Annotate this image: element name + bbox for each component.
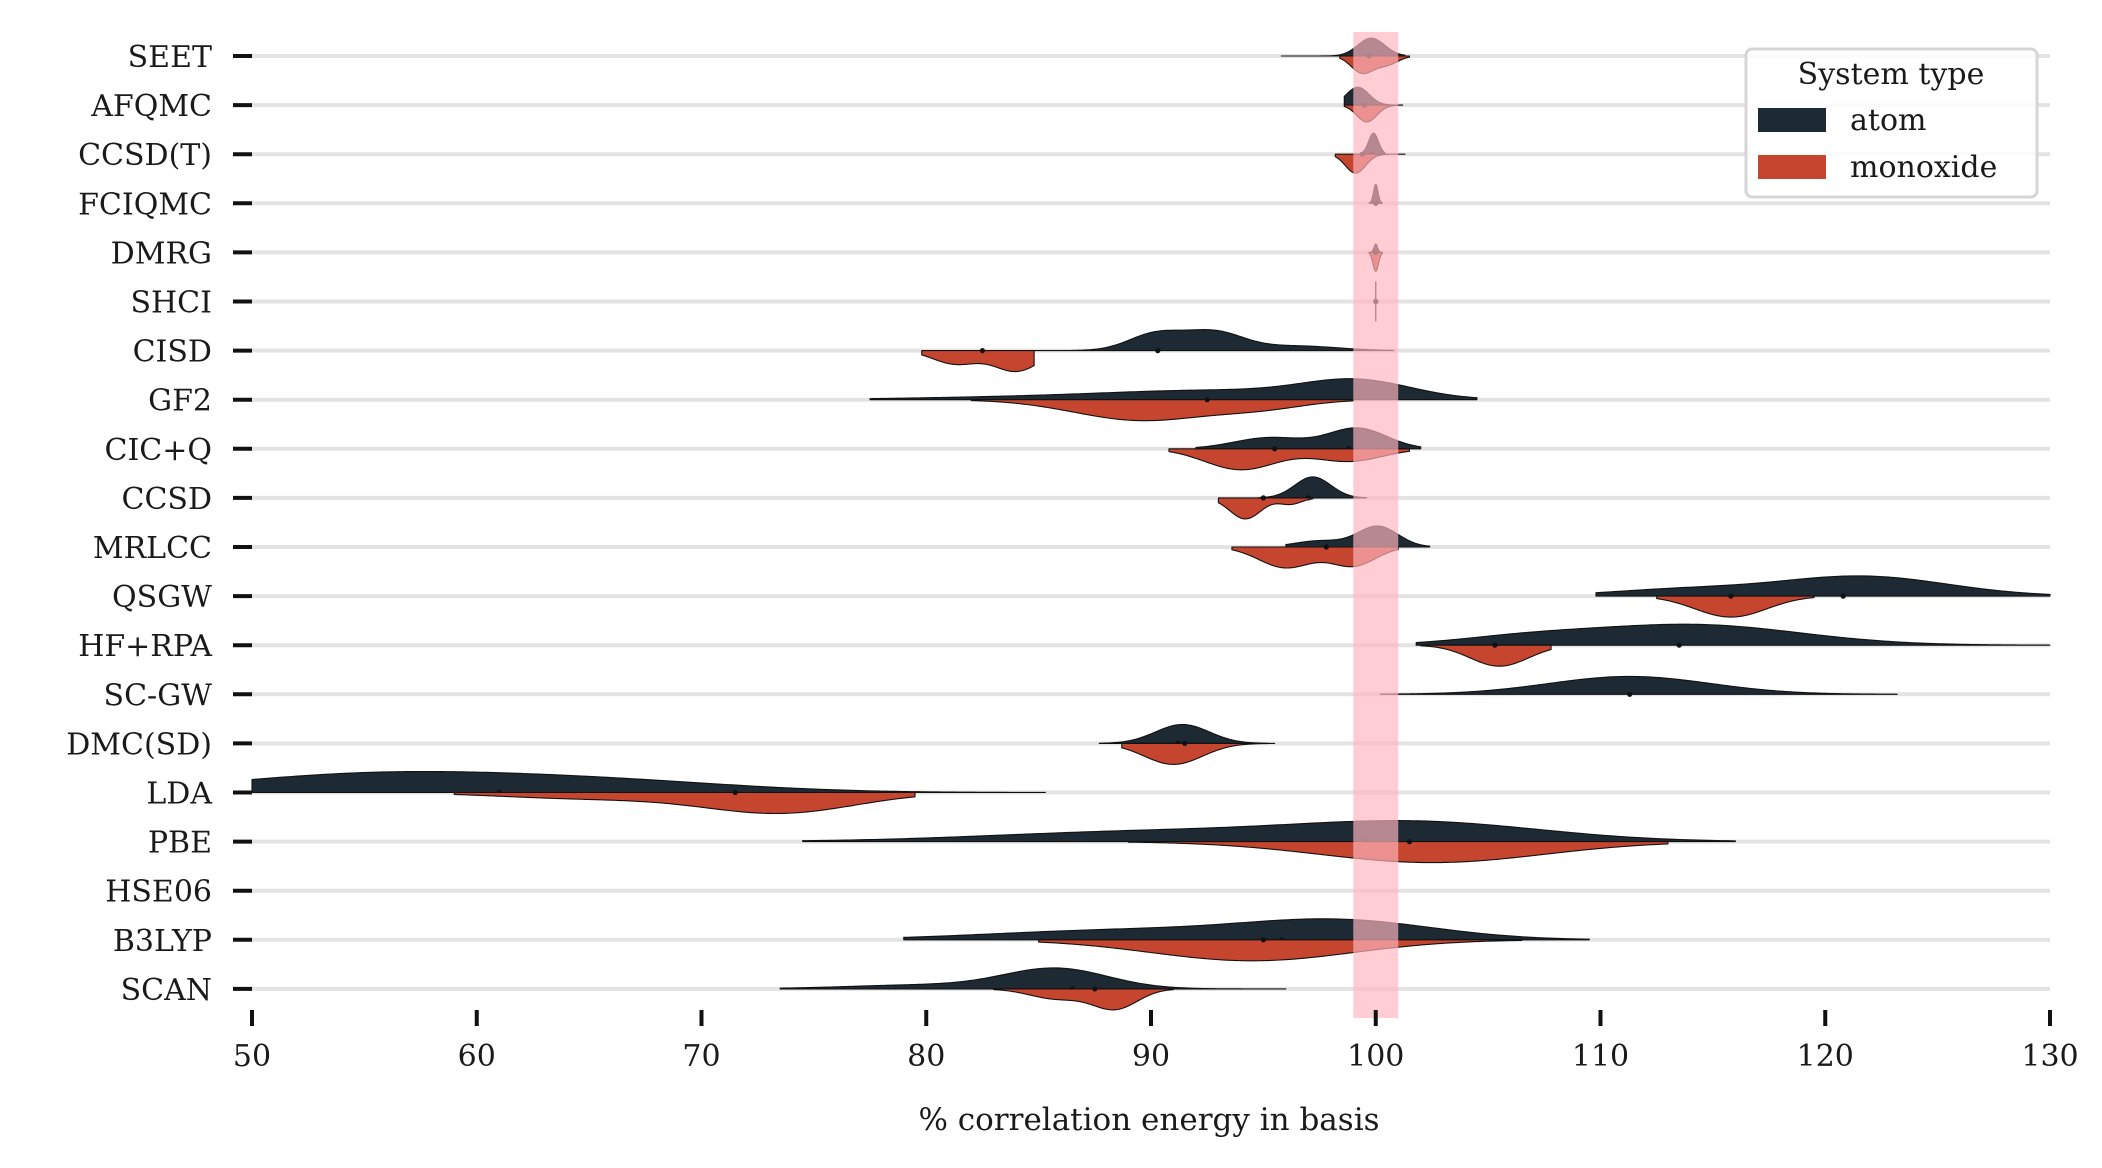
x-tick-label-130: 130 [2021,1039,2078,1074]
reference-band-layer [1353,32,1399,1018]
median-monoxide-cisd [979,348,986,354]
median-monoxide-b3lyp [1260,937,1266,943]
y-tick-label-cic-q: CIC+Q [105,433,213,468]
median-monoxide-lda [732,789,738,796]
median-monoxide-dmc-sd [1182,740,1188,747]
violin-monoxide-dmc-sd [1121,742,1276,765]
y-tick-label-ccsd: CCSD [121,482,212,517]
y-tick-label-b3lyp: B3LYP [113,924,212,959]
violin-atom-scan [779,967,1287,990]
violin-atom-ccsd [1258,476,1368,499]
median-atom-cisd [1155,348,1161,354]
y-tick-label-cisd: CISD [133,335,212,370]
legend-swatch-atom [1758,108,1826,132]
violin-monoxide-pbe [1127,841,1669,864]
violin-atom-lda [251,770,1046,794]
violin-monoxide-ccsd [1217,497,1314,520]
violin-monoxide-scan [993,988,1175,1011]
median-monoxide-mrlcc [1323,544,1329,550]
y-tick-label-dmc-sd: DMC(SD) [66,727,212,762]
violin-atom-hf-rpa [1415,623,2051,646]
median-atom-sc-gw [1627,691,1633,697]
legend: System type atom monoxide [1744,47,2039,199]
legend-title: System type [1798,57,1985,92]
median-monoxide-qsgw [1728,593,1734,599]
violin-atom-qsgw [1595,575,2051,597]
x-tick-label-60: 60 [458,1039,496,1074]
y-tick-label-ccsd-t: CCSD(T) [78,138,212,173]
violin-atom-pbe [802,820,1736,843]
y-tick-label-hf-rpa: HF+RPA [78,629,212,664]
reference-band [1353,32,1399,1018]
median-monoxide-cic-q [1272,446,1278,452]
y-axis: SEET AFQMC CCSD(T) FCIQMC DMRG SHCI CISD GF2 CIC… [66,40,252,1008]
violin-monoxide-b3lyp [1038,939,1523,962]
median-monoxide-scan [1092,986,1098,992]
median-atom-qsgw [1840,593,1846,599]
violin-atom-dmc-sd [1098,723,1269,744]
y-tick-label-mrlcc: MRLCC [93,531,212,566]
y-tick-label-afqmc: AFQMC [90,89,212,124]
x-tick-label-70: 70 [682,1039,720,1074]
x-tick-label-110: 110 [1572,1039,1629,1074]
violin-monoxide-qsgw [1656,595,1815,618]
violin-monoxide-gf2 [970,399,1354,422]
violin-atom-b3lyp [903,918,1590,941]
y-tick-label-qsgw: QSGW [112,580,212,615]
y-tick-label-scan: SCAN [121,973,212,1008]
violin-atom-cisd [1033,329,1395,352]
x-axis: 50 60 70 80 90 100 110 120 130 [233,1010,2079,1074]
y-tick-label-hse06: HSE06 [105,875,212,910]
median-monoxide-gf2 [1204,397,1210,403]
median-atom-hf-rpa [1676,642,1682,648]
median-monoxide-hf-rpa [1492,642,1498,648]
legend-entry-monoxide: monoxide [1850,150,1997,185]
x-axis-label: % correlation energy in basis [918,1102,1379,1138]
violin-monoxide-hf-rpa [1420,644,1552,667]
violin-atom-sc-gw [1379,675,1898,695]
x-tick-label-50: 50 [233,1039,271,1074]
y-tick-label-sc-gw: SC-GW [104,678,213,713]
median-monoxide-pbe [1406,839,1413,845]
violin-monoxide-cisd [921,350,1035,373]
violin-plots [251,37,2051,1011]
y-tick-label-shci: SHCI [130,286,212,321]
y-tick-label-pbe: PBE [148,826,212,861]
x-tick-label-100: 100 [1347,1039,1404,1074]
y-tick-label-dmrg: DMRG [111,236,212,271]
y-tick-label-seet: SEET [128,40,212,75]
legend-swatch-monoxide [1758,155,1826,179]
y-tick-label-gf2: GF2 [148,384,212,419]
legend-entry-atom: atom [1850,103,1926,138]
median-monoxide-ccsd [1260,495,1266,501]
x-tick-label-120: 120 [1797,1039,1854,1074]
x-tick-label-80: 80 [907,1039,945,1074]
y-tick-label-fciqmc: FCIQMC [78,187,212,222]
violin-monoxide-lda [453,791,916,815]
y-tick-label-lda: LDA [146,777,212,812]
x-tick-label-90: 90 [1132,1039,1170,1074]
